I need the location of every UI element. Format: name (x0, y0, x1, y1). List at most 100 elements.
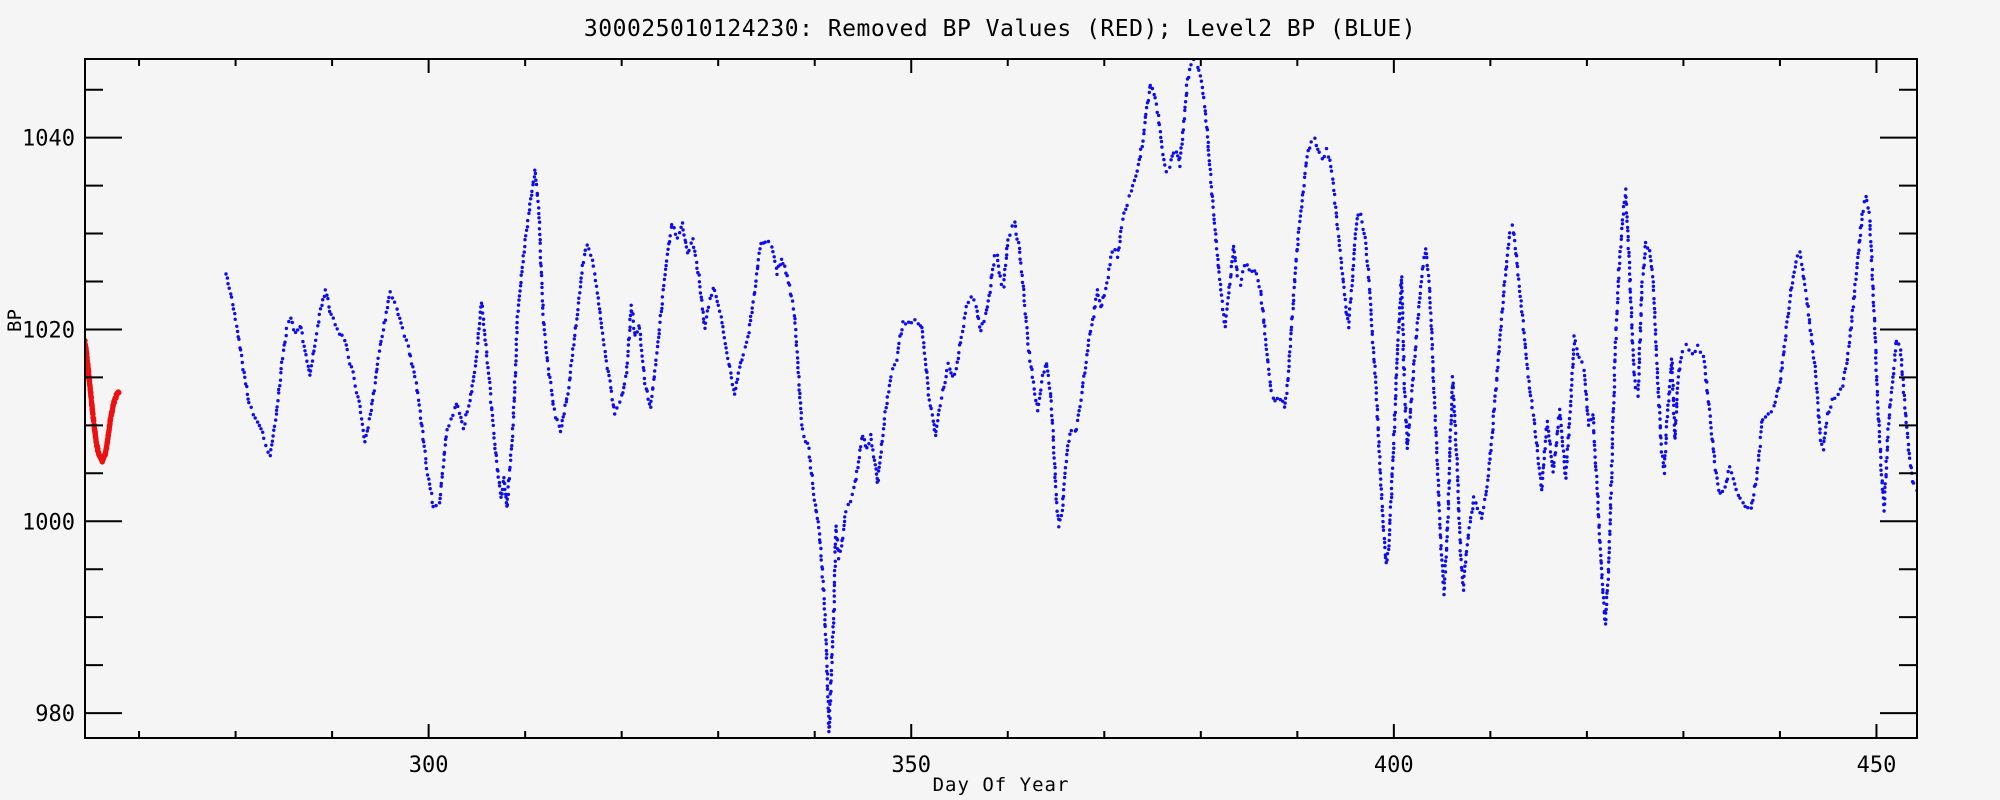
data-point (1400, 302, 1405, 306)
data-point (1428, 289, 1432, 293)
data-point (945, 368, 949, 373)
data-point (1451, 394, 1455, 398)
data-point (943, 380, 947, 385)
data-point (1766, 412, 1770, 416)
data-point (1411, 376, 1416, 381)
data-point (1625, 225, 1630, 230)
data-point (1532, 418, 1536, 422)
data-point (1047, 386, 1052, 390)
data-point (1711, 439, 1715, 444)
data-point (828, 716, 832, 721)
data-point (1869, 258, 1874, 263)
data-point (1351, 263, 1356, 268)
data-point (1209, 172, 1213, 177)
data-point (1528, 393, 1533, 398)
data-point (1882, 502, 1887, 506)
data-point (1637, 346, 1642, 351)
data-point (714, 294, 718, 299)
data-point (1408, 407, 1413, 412)
data-point (1493, 399, 1497, 403)
data-point (1391, 432, 1396, 437)
data-point (492, 431, 496, 436)
data-point (1899, 348, 1903, 352)
data-point (1878, 449, 1883, 454)
data-point (535, 193, 539, 197)
data-point (1380, 493, 1384, 497)
data-point (304, 353, 308, 357)
data-point (756, 264, 760, 268)
data-point (1391, 451, 1396, 455)
data-point (562, 412, 566, 416)
data-point (1898, 353, 1903, 357)
data-point (1612, 394, 1616, 398)
data-point (241, 368, 245, 372)
data-point (882, 417, 887, 421)
data-point (1329, 164, 1333, 169)
data-point (794, 340, 799, 344)
data-point (1185, 91, 1189, 96)
data-point (1161, 152, 1165, 157)
data-point (1402, 373, 1406, 377)
data-point (1545, 419, 1550, 424)
data-point (1664, 419, 1669, 424)
data-point (1583, 378, 1587, 382)
data-point (1352, 257, 1356, 261)
data-point (1659, 442, 1663, 446)
data-point (1593, 461, 1598, 465)
data-point (1332, 192, 1337, 197)
data-point (1610, 445, 1615, 450)
data-point (835, 538, 840, 542)
data-point (832, 600, 836, 604)
data-point (1522, 331, 1526, 335)
data-point (1300, 193, 1305, 197)
data-point (352, 376, 356, 381)
data-point (1439, 544, 1443, 548)
data-point (834, 529, 838, 534)
data-point (1592, 431, 1596, 435)
data-point (1801, 267, 1805, 272)
data-point (1106, 275, 1111, 280)
data-point (1060, 508, 1065, 513)
data-point (1532, 421, 1537, 426)
data-point (1096, 293, 1100, 298)
data-point (333, 323, 337, 327)
data-point (885, 395, 889, 399)
data-point (1292, 298, 1296, 303)
data-point (259, 427, 263, 431)
data-point (517, 298, 521, 302)
data-point (1841, 376, 1846, 381)
data-point (823, 618, 827, 622)
data-point (587, 247, 591, 251)
data-point (781, 262, 785, 266)
data-point (1593, 448, 1597, 452)
data-point (1442, 581, 1447, 585)
data-point (1428, 301, 1432, 305)
data-point (1759, 425, 1764, 429)
data-point (1354, 227, 1358, 231)
data-point (794, 334, 798, 338)
data-point (1848, 334, 1852, 338)
data-point (536, 199, 540, 204)
data-point (1017, 240, 1021, 245)
data-point (1680, 350, 1685, 354)
data-point (717, 309, 722, 313)
data-point (1431, 379, 1436, 383)
data-point (1659, 450, 1664, 454)
data-point (1870, 255, 1874, 259)
data-point (1609, 491, 1614, 495)
data-point (829, 655, 834, 659)
data-point (1230, 260, 1234, 264)
data-point (1052, 456, 1056, 460)
data-point (1673, 436, 1677, 440)
data-point (1352, 251, 1356, 256)
data-point (1471, 495, 1476, 499)
data-point (1523, 342, 1527, 346)
data-point (1006, 238, 1010, 242)
data-point (1759, 430, 1763, 434)
data-point (603, 354, 608, 359)
data-point (299, 326, 303, 330)
data-point (1437, 509, 1442, 513)
data-point (867, 442, 871, 446)
data-point (901, 320, 905, 324)
data-point (1205, 135, 1210, 139)
